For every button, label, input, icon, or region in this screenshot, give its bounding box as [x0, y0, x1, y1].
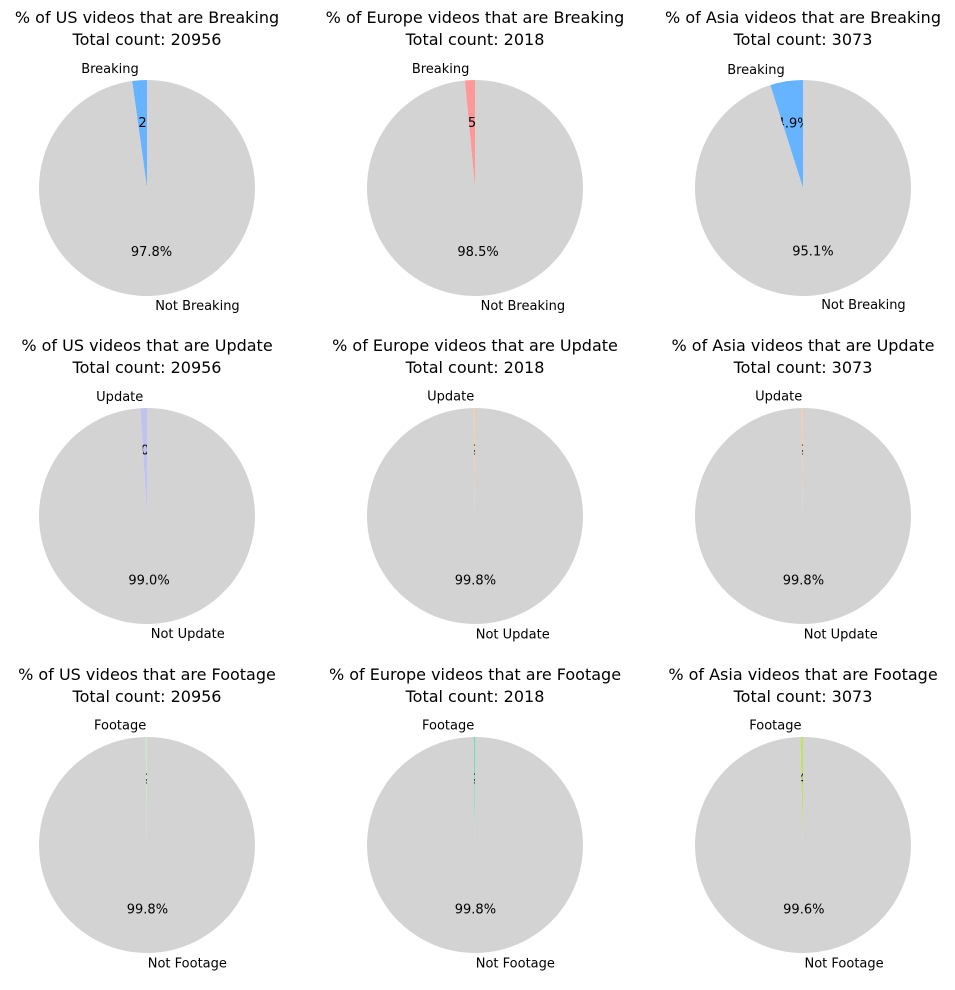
chart-subtitle: Total count: 3073 [733, 30, 873, 49]
slice-label: Not Update [804, 627, 878, 642]
slice-label: Not Update [476, 627, 550, 642]
slice-percent-label: 99.8% [455, 902, 496, 917]
slice-label: Breaking [81, 62, 139, 77]
pie-slice-not-footage [367, 736, 584, 954]
slice-label: Update [755, 390, 802, 405]
pie-slice-not-breaking [694, 80, 912, 296]
slice-percent-label: 4.9% [777, 116, 810, 131]
slice-percent-label: 98.5% [457, 245, 498, 260]
slice-percent-label: 95.1% [792, 245, 833, 260]
chart-title: % of US videos that are Update [21, 336, 272, 355]
chart-subtitle: Total count: 2018 [405, 687, 545, 706]
slice-label: Footage [94, 719, 146, 734]
chart-subtitle: Total count: 20956 [72, 358, 222, 377]
pie-slice-update [473, 408, 475, 516]
chart-title: % of US videos that are Footage [18, 665, 276, 684]
chart-subtitle: Total count: 2018 [405, 30, 545, 49]
slice-percent-label: 99.6% [783, 902, 824, 917]
chart-title: % of Europe videos that are Update [332, 336, 618, 355]
pie-chart-2: % of Europe videos that are Breaking Tota… [326, 8, 625, 314]
pie-slice-not-footage [694, 737, 911, 954]
chart-subtitle: Total count: 2018 [405, 358, 545, 377]
pie-slice-not-update [366, 408, 583, 624]
chart-subtitle: Total count: 20956 [72, 687, 222, 706]
pie-slice-breaking [770, 80, 803, 188]
chart-title: % of Asia videos that are Breaking [665, 8, 941, 27]
slice-percent-label: 97.8% [131, 245, 172, 260]
pie-chart-5: % of Europe videos that are Update Total … [332, 336, 618, 642]
pie-slice-update [140, 408, 147, 516]
slice-label: Not Footage [476, 956, 555, 971]
slice-percent-label: 99.8% [783, 573, 824, 588]
chart-title: % of Asia videos that are Footage [668, 665, 937, 684]
pie-slice-not-breaking [366, 80, 584, 296]
pie-chart-8: % of Europe videos that are Footage Total… [329, 665, 621, 971]
slice-percent-label: 99.8% [127, 902, 168, 917]
slice-label: Breaking [727, 63, 785, 78]
slice-label: Not Footage [804, 956, 883, 971]
slice-label: Footage [422, 719, 474, 734]
slice-label: Not Breaking [821, 298, 905, 313]
pie-chart-1: % of US videos that are Breaking Total co… [15, 8, 279, 314]
pie-slice-not-update [694, 408, 911, 624]
pie-slice-footage [473, 737, 475, 845]
slice-label: Update [96, 390, 143, 405]
slice-percent-label: 99.0% [128, 573, 169, 588]
pie-slice-breaking [464, 80, 475, 188]
chart-title: % of Europe videos that are Breaking [326, 8, 625, 27]
pie-slice-not-footage [39, 736, 256, 954]
pie-chart-7: % of US videos that are Footage Total cou… [18, 665, 276, 971]
chart-title: % of Europe videos that are Footage [329, 665, 621, 684]
pie-slice-footage [145, 737, 147, 845]
pie-slice-not-breaking [38, 80, 255, 296]
slice-label: Not Breaking [481, 299, 565, 314]
pie-chart-9: % of Asia videos that are Footage Total c… [668, 665, 937, 971]
chart-subtitle: Total count: 20956 [72, 30, 222, 49]
pie-chart-3: % of Asia videos that are Breaking Total … [665, 8, 941, 313]
slice-label: Update [427, 390, 474, 405]
slice-percent-label: 99.8% [455, 573, 496, 588]
chart-title: % of Asia videos that are Update [671, 336, 934, 355]
pie-chart-6: % of Asia videos that are Update Total co… [671, 336, 934, 642]
pie-chart-4: % of US videos that are Update Total coun… [21, 336, 272, 642]
slice-label: Breaking [412, 62, 470, 77]
pie-slice-update [801, 408, 803, 516]
chart-subtitle: Total count: 3073 [733, 687, 873, 706]
pie-slice-not-update [38, 408, 255, 624]
chart-title: % of US videos that are Breaking [15, 8, 279, 27]
pie-slice-footage [800, 737, 803, 845]
slice-label: Not Footage [148, 956, 227, 971]
pie-slice-breaking [132, 80, 147, 188]
slice-label: Footage [749, 719, 801, 734]
chart-subtitle: Total count: 3073 [733, 358, 873, 377]
slice-label: Not Breaking [155, 299, 239, 314]
slice-label: Not Update [151, 627, 225, 642]
